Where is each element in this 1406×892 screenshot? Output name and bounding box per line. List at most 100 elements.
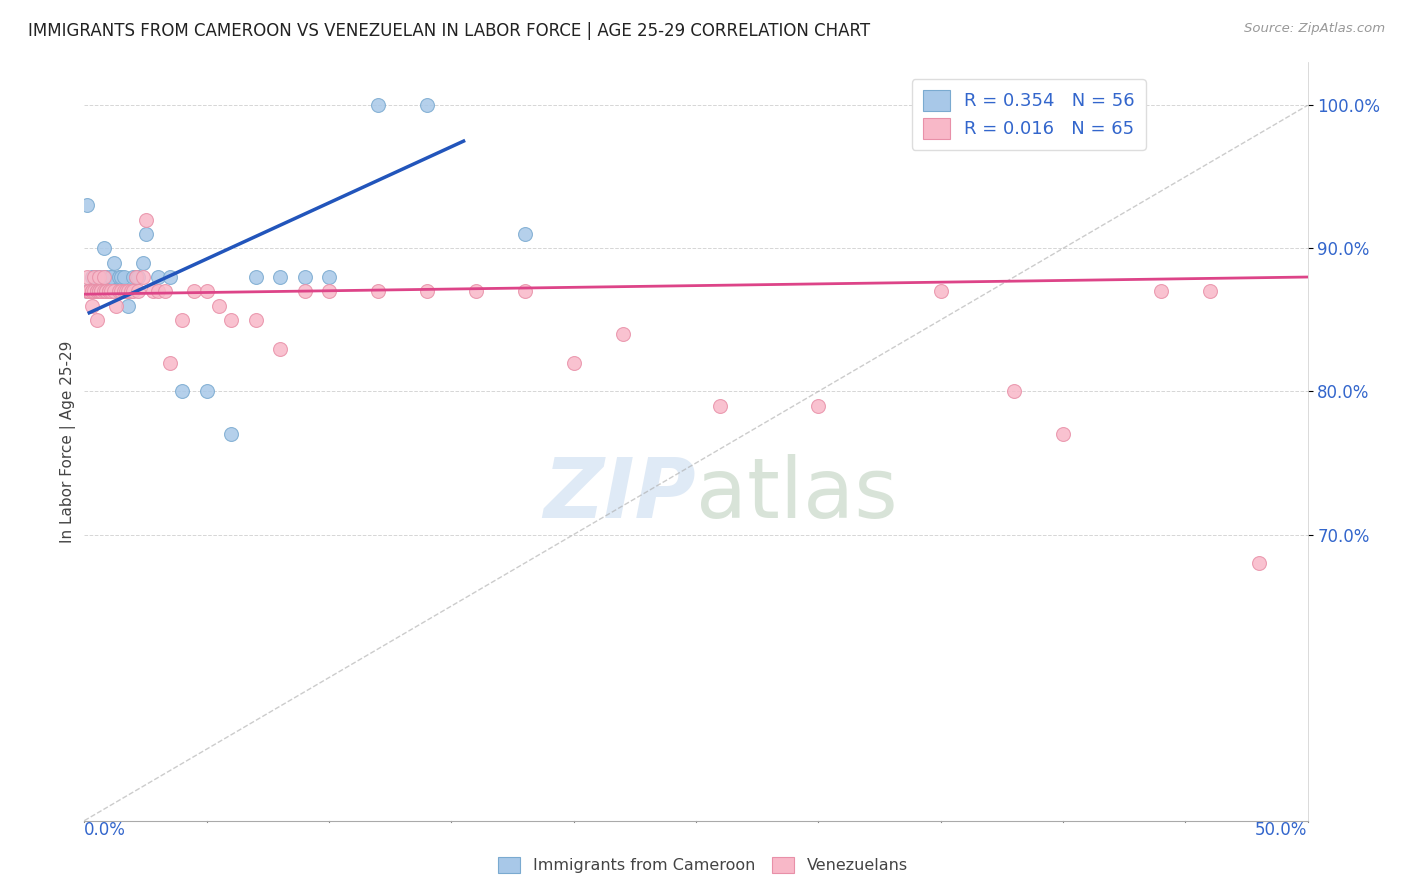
Point [367,285,389,299]
Point [77,285,100,299]
Point [294,270,316,285]
Point [513,285,536,299]
Point [96,285,118,299]
Point [709,399,731,413]
Point [83,270,105,285]
Point [103,285,125,299]
Point [127,285,149,299]
Point [90,285,112,299]
Point [100,270,122,285]
Point [208,299,231,313]
Point [122,270,145,285]
Point [464,285,486,299]
Point [195,285,218,299]
Point [96,270,118,285]
Point [125,270,148,285]
Point [612,327,634,342]
Point [80,285,103,299]
Point [245,313,267,327]
Text: IMMIGRANTS FROM CAMEROON VS VENEZUELAN IN LABOR FORCE | AGE 25-29 CORRELATION CH: IMMIGRANTS FROM CAMEROON VS VENEZUELAN I… [28,22,870,40]
Point [103,256,125,270]
Point [117,299,139,313]
Point [77,285,100,299]
Point [87,285,110,299]
Point [93,270,115,285]
Point [153,285,176,299]
Point [219,427,242,442]
Legend: Immigrants from Cameroon, Venezuelans: Immigrants from Cameroon, Venezuelans [492,850,914,880]
Point [269,270,291,285]
Point [1150,285,1173,299]
Point [76,285,98,299]
Point [80,270,103,285]
Point [86,285,108,299]
Point [86,270,108,285]
Point [80,285,103,299]
Point [86,285,108,299]
Point [107,285,129,299]
Point [83,285,105,299]
Point [172,313,194,327]
Point [86,285,108,299]
Point [93,285,115,299]
Point [269,342,291,356]
Point [90,285,112,299]
Point [159,270,181,285]
Point [87,285,110,299]
Point [76,198,98,212]
Point [90,285,112,299]
Point [76,270,98,285]
Point [120,285,142,299]
Point [110,270,132,285]
Point [183,285,205,299]
Point [93,241,115,255]
Point [245,270,267,285]
Text: atlas: atlas [696,454,897,535]
Point [146,285,169,299]
Point [87,285,110,299]
Point [195,384,218,399]
Point [100,285,122,299]
Point [146,270,169,285]
Point [125,270,148,285]
Point [86,285,108,299]
Point [83,270,105,285]
Point [83,285,105,299]
Point [132,270,155,285]
Point [87,270,110,285]
Point [96,285,118,299]
Point [807,399,830,413]
Legend: R = 0.354   N = 56, R = 0.016   N = 65: R = 0.354 N = 56, R = 0.016 N = 65 [912,79,1146,150]
Point [93,270,115,285]
Text: 0.0%: 0.0% [84,821,127,838]
Point [83,285,105,299]
Point [87,285,110,299]
Text: ZIP: ZIP [543,454,696,535]
Point [97,285,120,299]
Point [219,313,242,327]
Point [97,285,120,299]
Point [135,212,157,227]
Point [1247,556,1270,570]
Point [105,285,128,299]
Point [86,285,108,299]
Point [513,227,536,241]
Point [83,285,105,299]
Text: Source: ZipAtlas.com: Source: ZipAtlas.com [1244,22,1385,36]
Point [77,285,100,299]
Point [80,285,103,299]
Point [100,270,122,285]
Point [929,285,952,299]
Point [86,313,108,327]
Point [87,285,110,299]
Point [318,270,340,285]
Point [110,285,132,299]
Point [93,285,115,299]
Point [132,256,155,270]
Point [127,270,149,285]
Point [562,356,585,370]
Point [80,299,103,313]
Point [112,270,135,285]
Point [416,285,439,299]
Point [77,285,100,299]
